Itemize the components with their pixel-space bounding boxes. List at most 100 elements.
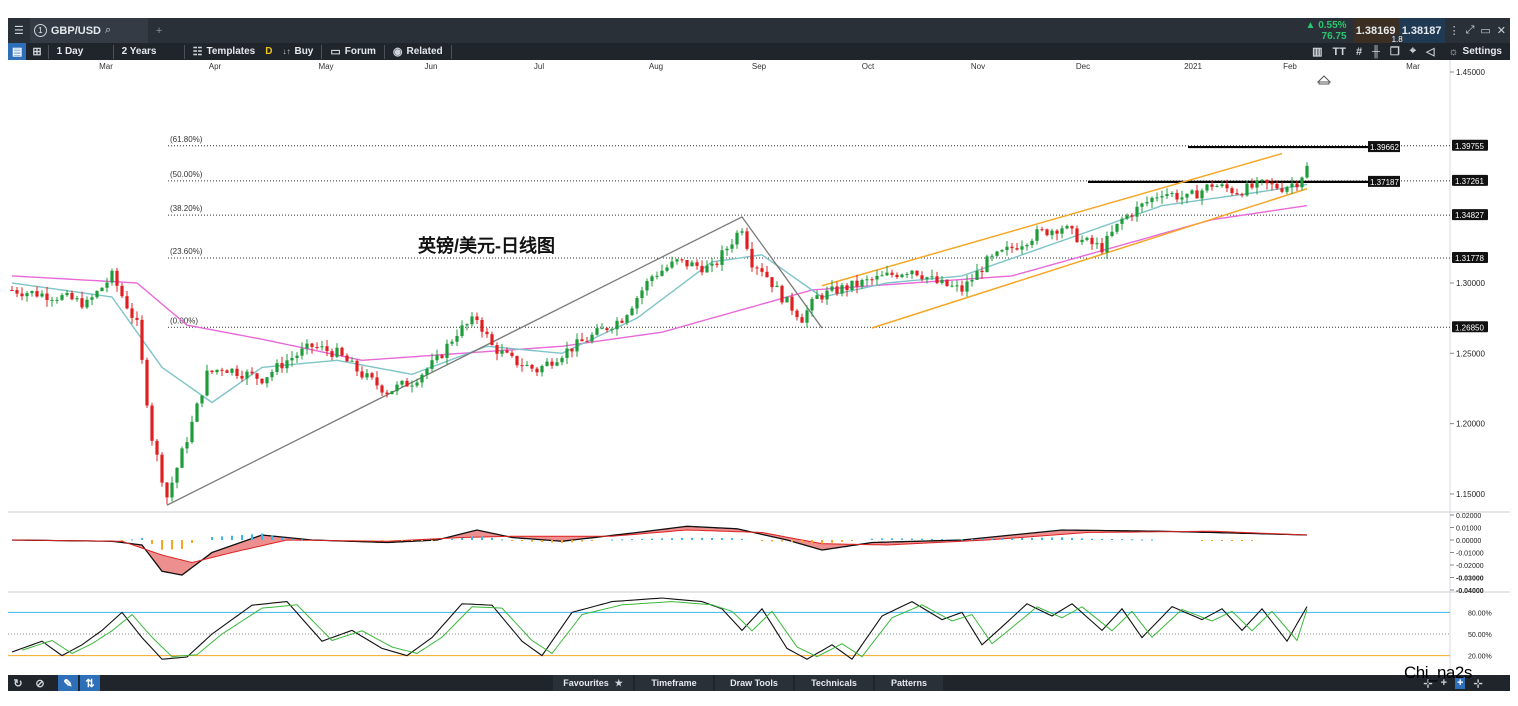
macd-histogram-bar [401,540,403,541]
macd-histogram-bar [471,536,473,540]
forum-label: Forum [344,46,376,57]
price-tag-label: 1.39755 [1455,142,1484,151]
candle-body [1220,184,1224,187]
refresh-button[interactable]: ↻ [8,675,28,691]
macd-histogram-bar [481,536,483,540]
candle-body [460,325,464,337]
range-button[interactable]: 2 Years [114,43,184,60]
change-points: 76.75 [1321,30,1347,42]
candle-body [170,482,174,498]
related-button[interactable]: ◉ Related [385,43,451,60]
watermark: Chi_na2s [1404,663,1472,682]
panel-icon[interactable]: ▥ [1312,46,1323,58]
candle-body [745,231,749,249]
candle-body [75,298,79,300]
draw-button[interactable]: ✎ [58,675,78,691]
macd-histogram-bar [381,540,383,541]
candle-body [680,259,684,261]
macd-histogram-bar [681,537,683,540]
candle-body [95,291,99,298]
candle-body [55,299,59,301]
tab-favourites[interactable]: Favourites ★ [553,675,633,691]
text-size-icon[interactable]: TT [1332,45,1346,58]
data-badge[interactable]: D [263,43,274,60]
candle-body [930,276,934,278]
candle-body [1240,194,1244,196]
candle-body [935,276,939,283]
zoom-out-icon[interactable]: ⊹ [1423,677,1433,690]
candle-body [70,292,74,300]
candle-body [195,403,199,422]
candle-body [850,280,854,291]
menu-button[interactable]: ☰ [8,18,30,43]
candle-body [130,308,134,318]
macd-histogram-bar [641,538,643,540]
chart-canvas[interactable]: Mar Apr May Jun Jul Aug Sep Oct Nov Dec 2021 Feb Mar… [8,60,1510,675]
macd-histogram-bar [541,540,543,543]
candle-body [510,352,514,356]
month-label: 2021 [1184,62,1202,71]
restore-icon[interactable]: ▭ [1480,25,1491,37]
candle-body [545,361,549,367]
pointer-icon[interactable]: ⌖ [1409,45,1416,57]
candle-body [1060,228,1064,234]
tab-patterns[interactable]: Patterns [875,675,943,691]
settings-button[interactable]: ☼ Settings [1440,43,1510,60]
candle-body [795,310,799,318]
add-chart-button[interactable]: + [148,18,170,43]
candle-body [480,319,484,332]
windows-icon[interactable]: ❐ [1389,46,1400,58]
macd-histogram-bar [251,534,253,540]
tab-technicals[interactable]: Technicals [795,675,873,691]
candle-body [1155,197,1159,199]
symbol-selector[interactable]: 1 GBP/USD ⌕ [29,18,148,43]
expand-icon[interactable]: ⤢ [1465,24,1475,36]
channel-upper-line [821,152,1283,287]
list-view-button[interactable]: ▤ [8,43,27,60]
candle-body [590,334,594,342]
tab-timeframe[interactable]: Timeframe [635,675,713,691]
bid-price-button[interactable]: 1.38169 [1352,18,1399,43]
macd-histogram-bar [1151,539,1153,541]
candle-body [110,270,114,283]
resistance-label: 1.39662 [1370,143,1399,152]
ask-price-button[interactable]: 1.38187 [1398,18,1445,43]
candle-body [1205,184,1209,191]
candle-body [15,290,19,294]
templates-button[interactable]: ☷ Templates [185,43,264,60]
candle-body [560,357,564,363]
drag-handle-icon[interactable]: ⋮ [1448,25,1460,37]
back-icon[interactable]: ◁ [1425,46,1435,58]
candle-body [360,371,364,378]
interval-label: 1 Day [56,46,84,57]
macd-histogram-bar [661,538,663,540]
search-icon[interactable]: ⌕ [105,24,112,36]
magnet-button[interactable]: ⇅ [80,675,100,691]
forum-button[interactable]: ▭ Forum [322,43,384,60]
candle-body [970,279,974,282]
tab-draw-tools[interactable]: Draw Tools [715,675,793,691]
candle-body [770,277,774,288]
close-icon[interactable]: ✕ [1496,25,1506,37]
interval-button[interactable]: 1 Day [49,43,113,60]
candle-body [235,368,239,376]
candle-body [1120,218,1124,224]
crosshair-icon[interactable]: # [1355,45,1363,58]
candles-icon[interactable]: ╫ [1372,45,1380,58]
layout-button[interactable]: ⊞ [26,43,47,60]
macd-histogram-bar [1021,537,1023,540]
clear-button[interactable]: ⊘ [30,675,50,691]
zoom-in-icon[interactable]: + [1440,677,1447,689]
macd-histogram-bar [1211,540,1213,541]
macd-histogram-bar [1111,539,1113,541]
candle-body [135,317,139,320]
candle-body [965,281,969,292]
buy-button[interactable]: ↓↑ Buy [274,43,321,60]
candle-body [1100,243,1104,253]
tab-technicals-label: Technicals [811,678,857,688]
fit-icon[interactable]: + [1455,677,1466,689]
macd-histogram-bar [941,538,943,540]
candle-body [265,377,269,384]
reset-zoom-icon[interactable]: ⊹ [1473,677,1483,690]
macd-histogram-bar [851,540,853,541]
